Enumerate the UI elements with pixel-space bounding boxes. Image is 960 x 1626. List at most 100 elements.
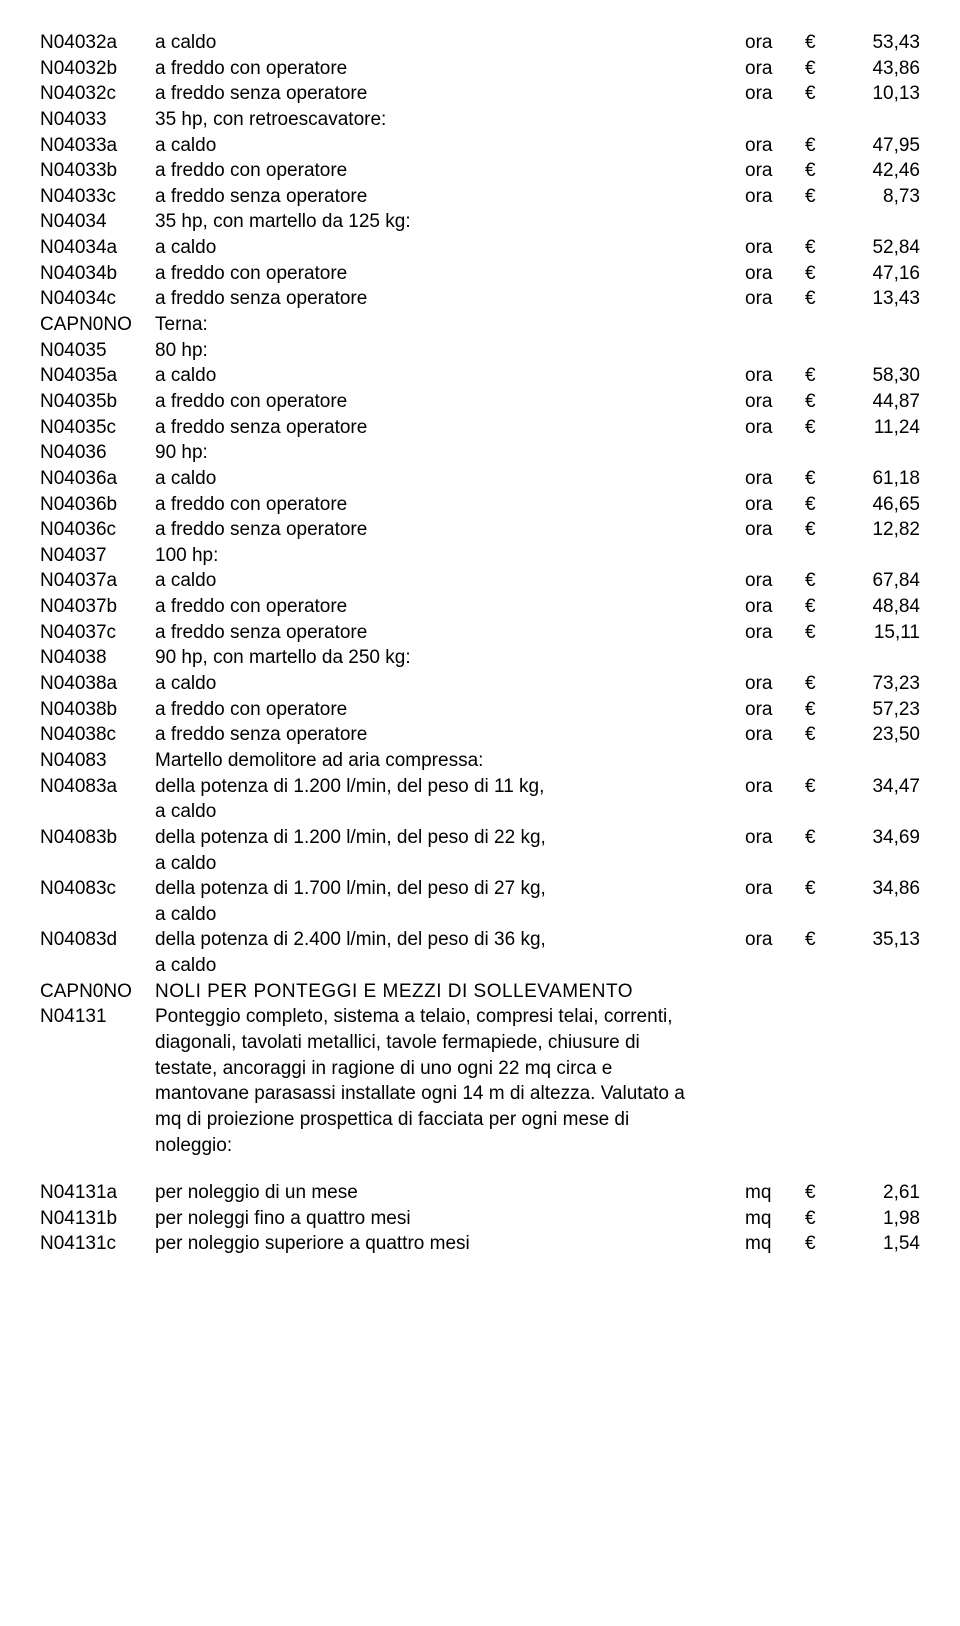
row-price: 10,13 [835,81,920,107]
euro-symbol: € [805,133,835,159]
table-row: N0403580 hp: [40,338,920,364]
row-code: N04033 [40,107,155,133]
row-code: N04032a [40,30,155,56]
row-code: CAPN0NO [40,979,155,1005]
row-code: N04038a [40,671,155,697]
row-description: a caldo [155,671,710,697]
euro-symbol: € [805,620,835,646]
table-row: N04032ca freddo senza operatoreora€10,13 [40,81,920,107]
row-code: N04131 [40,1004,155,1030]
row-description: per noleggi fino a quattro mesi [155,1206,710,1232]
table-row: N04131bper noleggi fino a quattro mesimq… [40,1206,920,1232]
euro-symbol: € [805,492,835,518]
row-price: 58,30 [835,363,920,389]
row-description: 35 hp, con retroescavatore: [155,107,710,133]
row-price: 15,11 [835,620,920,646]
row-code: N04035a [40,363,155,389]
row-code: N04036b [40,492,155,518]
euro-symbol: € [805,466,835,492]
row-unit: ora [710,363,805,389]
row-code: N04037b [40,594,155,620]
row-price: 12,82 [835,517,920,543]
row-unit: ora [710,568,805,594]
row-description: a freddo senza operatore [155,722,710,748]
row-unit: ora [710,594,805,620]
row-description-cont: a caldo [155,799,710,825]
row-unit: ora [710,722,805,748]
euro-symbol: € [805,594,835,620]
row-description: a freddo con operatore [155,261,710,287]
row-code: N04036 [40,440,155,466]
row-code: N04037 [40,543,155,569]
row-description: a caldo [155,133,710,159]
row-unit: ora [710,517,805,543]
euro-symbol: € [805,389,835,415]
row-code: N04034a [40,235,155,261]
row-price: 73,23 [835,671,920,697]
table-row: N04032aa caldoora€53,43 [40,30,920,56]
euro-symbol: € [805,517,835,543]
row-description: 80 hp: [155,338,710,364]
row-description: a caldo [155,568,710,594]
row-description: NOLI PER PONTEGGI E MEZZI DI SOLLEVAMENT… [155,979,710,1005]
euro-symbol: € [805,56,835,82]
euro-symbol: € [805,568,835,594]
row-unit: ora [710,415,805,441]
row-unit: ora [710,286,805,312]
euro-symbol: € [805,261,835,287]
row-code: CAPN0NO [40,312,155,338]
row-price: 35,13 [835,927,920,953]
row-unit: ora [710,876,805,902]
row-description: a freddo senza operatore [155,81,710,107]
row-price: 52,84 [835,235,920,261]
row-code: N04034c [40,286,155,312]
euro-symbol: € [805,1180,835,1206]
euro-symbol: € [805,671,835,697]
row-description: 100 hp: [155,543,710,569]
euro-symbol: € [805,286,835,312]
row-price: 44,87 [835,389,920,415]
row-description: Martello demolitore ad aria compressa: [155,748,710,774]
row-description: 90 hp, con martello da 250 kg: [155,645,710,671]
row-price: 23,50 [835,722,920,748]
row-price: 53,43 [835,30,920,56]
row-description: della potenza di 2.400 l/min, del peso d… [155,927,710,953]
row-description: a freddo con operatore [155,697,710,723]
row-price: 34,86 [835,876,920,902]
row-description: Terna: [155,312,710,338]
table-row: N04033ba freddo con operatoreora€42,46 [40,158,920,184]
table-row: N04036aa caldoora€61,18 [40,466,920,492]
row-unit: ora [710,30,805,56]
row-description: della potenza di 1.200 l/min, del peso d… [155,825,710,851]
row-price: 47,16 [835,261,920,287]
row-code: N04035c [40,415,155,441]
table-row: N04036ca freddo senza operatoreora€12,82 [40,517,920,543]
euro-symbol: € [805,927,835,953]
row-price: 46,65 [835,492,920,518]
row-unit: ora [710,133,805,159]
row-code: N04037c [40,620,155,646]
row-description: a freddo con operatore [155,492,710,518]
table-row: N04037aa caldoora€67,84 [40,568,920,594]
row-code: N04036c [40,517,155,543]
row-description: a caldo [155,30,710,56]
row-unit: ora [710,774,805,800]
row-code: N04033a [40,133,155,159]
row-description: a caldo [155,466,710,492]
row-description: a freddo con operatore [155,158,710,184]
table-row: N04037100 hp: [40,543,920,569]
row-code: N04034 [40,209,155,235]
row-unit: ora [710,261,805,287]
row-code: N04131a [40,1180,155,1206]
row-price: 57,23 [835,697,920,723]
row-description: 90 hp: [155,440,710,466]
table-row: N04038ca freddo senza operatoreora€23,50 [40,722,920,748]
table-row: N04131Ponteggio completo, sistema a tela… [40,1004,920,1158]
euro-symbol: € [805,158,835,184]
row-description: per noleggio di un mese [155,1180,710,1206]
row-price: 43,86 [835,56,920,82]
table-row: N0403335 hp, con retroescavatore: [40,107,920,133]
row-unit: ora [710,184,805,210]
euro-symbol: € [805,697,835,723]
table-row: N04131cper noleggio superiore a quattro … [40,1231,920,1257]
